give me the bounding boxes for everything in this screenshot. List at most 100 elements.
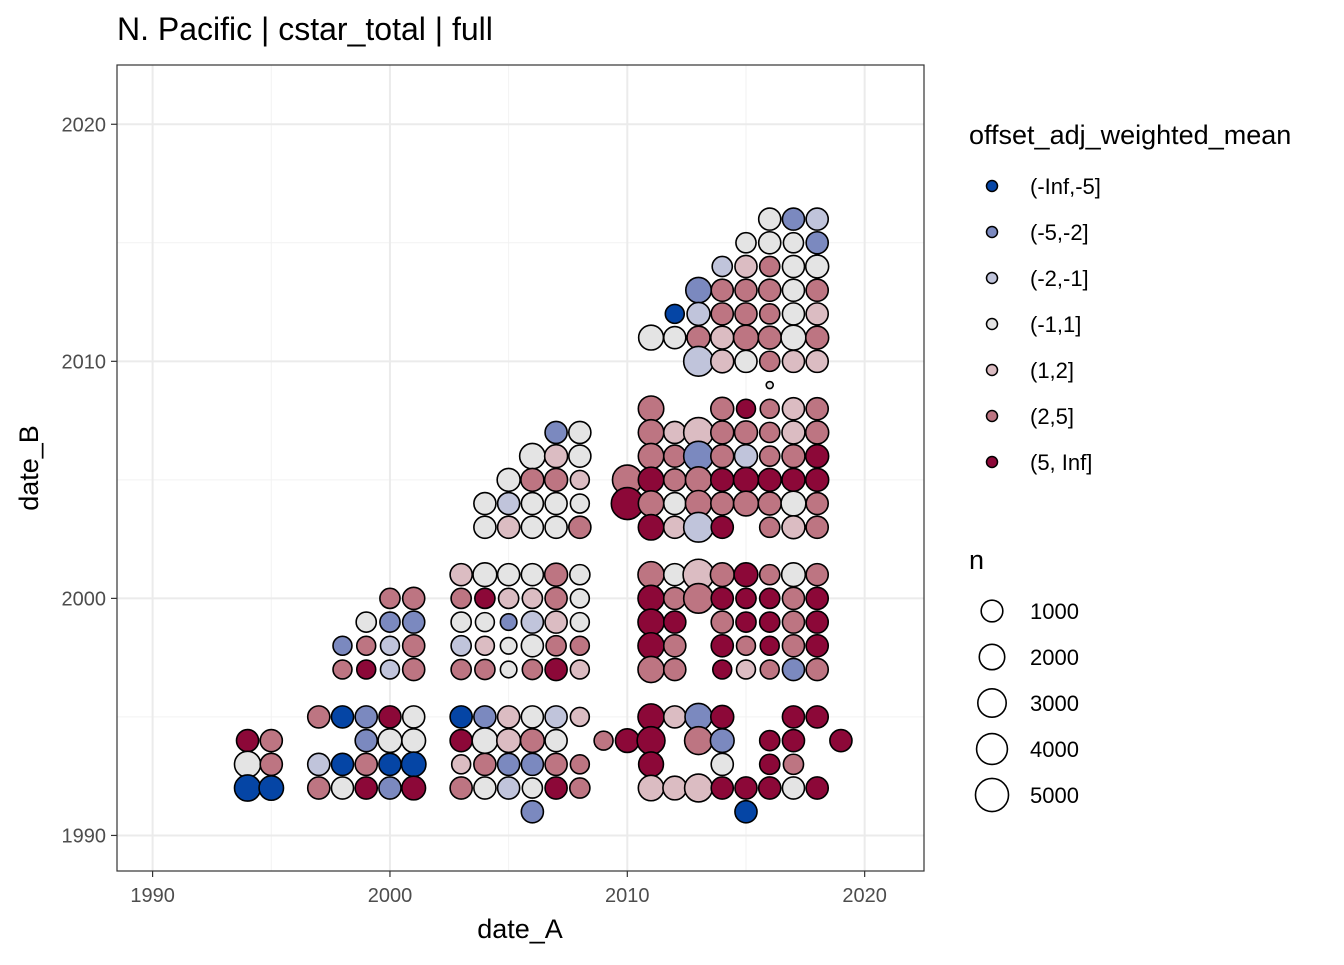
data-point xyxy=(401,775,427,801)
data-point xyxy=(758,729,781,752)
data-point xyxy=(710,610,735,634)
data-point xyxy=(495,727,522,754)
panel-border xyxy=(116,64,925,872)
data-point xyxy=(805,349,830,374)
data-point xyxy=(780,324,807,351)
data-point xyxy=(354,752,379,777)
data-point xyxy=(472,562,498,588)
data-point xyxy=(520,562,545,587)
color-legend: (-Inf,-5] (-5,-2] (-2,-1] (-1,1] (1,2] (2,5] (… xyxy=(985,174,1101,475)
data-point xyxy=(757,325,782,350)
data-point xyxy=(662,775,688,801)
legend-size-label: 1000 xyxy=(1030,599,1079,624)
data-point xyxy=(330,705,355,729)
y-tick-label: 2020 xyxy=(62,114,107,136)
data-point xyxy=(735,635,757,657)
data-point xyxy=(306,752,331,777)
legend-size-label: 3000 xyxy=(1030,691,1079,716)
data-point xyxy=(805,302,830,326)
data-point xyxy=(637,513,665,541)
data-point xyxy=(544,586,568,611)
data-point xyxy=(569,493,591,514)
data-point xyxy=(544,752,568,777)
data-point xyxy=(709,420,735,445)
data-point xyxy=(330,776,355,800)
data-point xyxy=(496,515,521,540)
legend-size-key xyxy=(980,599,1004,623)
data-point xyxy=(662,657,687,682)
y-tick-label: 1990 xyxy=(62,825,107,847)
data-point xyxy=(734,776,758,800)
data-point xyxy=(662,491,687,516)
data-point xyxy=(259,728,284,753)
legend-color-label: (-2,-1] xyxy=(1030,266,1089,291)
data-point xyxy=(733,562,759,588)
data-point xyxy=(758,350,781,373)
data-point xyxy=(568,777,591,799)
data-point xyxy=(520,633,545,658)
data-point xyxy=(732,490,760,517)
data-point xyxy=(355,635,377,657)
data-point xyxy=(758,303,781,325)
data-point xyxy=(662,325,687,350)
size-legend: 1000 2000 3000 4000 5000 xyxy=(974,599,1079,813)
data-point xyxy=(520,467,545,493)
data-point xyxy=(569,469,591,491)
data-point xyxy=(544,420,568,445)
data-point xyxy=(759,635,780,657)
data-point xyxy=(449,705,474,729)
data-point xyxy=(805,396,830,421)
data-point xyxy=(637,631,665,660)
data-point xyxy=(520,610,545,634)
data-point xyxy=(711,659,733,680)
data-point xyxy=(711,255,734,278)
data-point xyxy=(354,728,379,753)
data-point xyxy=(569,706,591,728)
legend-color-label: (-5,-2] xyxy=(1030,220,1089,245)
data-point xyxy=(569,588,591,609)
size-legend-title: n xyxy=(969,545,984,575)
data-point xyxy=(765,380,775,390)
data-point xyxy=(637,442,665,470)
legend-color-label: (2,5] xyxy=(1030,404,1074,429)
data-point xyxy=(781,278,806,303)
data-point xyxy=(781,254,806,279)
data-point xyxy=(735,231,757,254)
data-points xyxy=(233,207,853,824)
data-point xyxy=(401,657,426,682)
data-point xyxy=(543,443,569,469)
data-point xyxy=(733,443,759,469)
y-tick-label: 2000 xyxy=(62,588,107,610)
data-point xyxy=(637,751,665,778)
data-point xyxy=(473,515,497,540)
data-point xyxy=(710,752,735,777)
y-tick-label: 2010 xyxy=(62,351,107,373)
data-point xyxy=(829,728,853,753)
data-point xyxy=(637,584,665,613)
data-point xyxy=(781,728,806,753)
data-point xyxy=(496,562,521,587)
data-point xyxy=(544,705,568,729)
data-point xyxy=(781,207,806,231)
data-point xyxy=(805,562,830,587)
data-point xyxy=(449,776,474,800)
data-point xyxy=(450,754,472,775)
data-point xyxy=(450,658,473,681)
legend-color-key xyxy=(985,455,999,469)
data-point xyxy=(332,659,353,680)
data-point xyxy=(781,349,806,374)
data-point xyxy=(780,490,807,517)
data-point xyxy=(709,467,735,493)
data-point xyxy=(662,420,687,445)
data-point xyxy=(782,753,805,776)
plot-panel xyxy=(117,65,924,871)
data-point xyxy=(378,776,402,800)
data-point xyxy=(781,396,806,421)
data-point xyxy=(258,775,285,802)
data-point xyxy=(804,420,830,445)
data-point xyxy=(473,491,497,516)
legend-color-key xyxy=(985,225,999,239)
data-point xyxy=(735,587,757,610)
data-point xyxy=(521,777,544,799)
